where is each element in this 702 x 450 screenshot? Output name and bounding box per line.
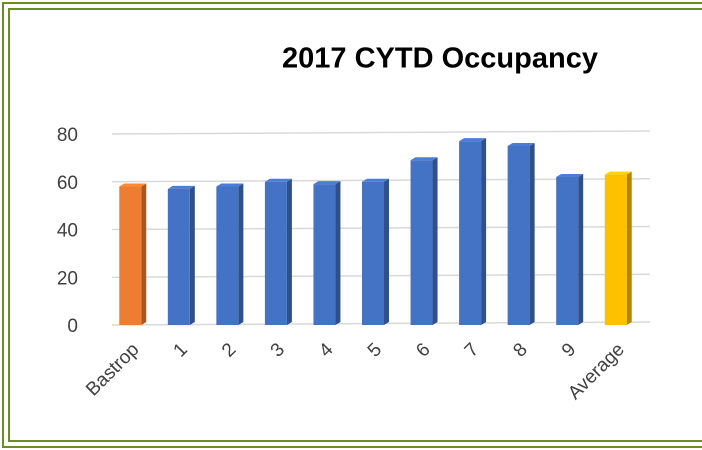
bar-side [626,171,632,325]
y-tick-label: 0 [67,316,78,337]
bar-side [578,173,584,325]
bar [459,141,482,325]
bar-side [238,183,244,325]
bar-top [556,173,584,177]
bar-top [459,138,487,142]
bar-top [216,183,244,187]
bar-top [604,171,632,175]
bar-top [507,142,535,146]
y-tick-label: 40 [57,221,78,242]
bar-side [141,183,147,325]
bar [362,181,384,325]
bar [264,181,287,325]
bar-side [529,142,535,325]
y-tick-label: 60 [57,173,78,194]
bar-top [167,185,195,189]
bar [410,160,433,325]
chart-title: 2017 CYTD Occupancy [282,43,598,75]
bar-top [362,178,389,182]
bar [167,188,190,325]
frame-inner [8,8,702,442]
bar-side [481,138,487,325]
bar-top [410,157,438,161]
bar-top [313,181,341,185]
grid-line [111,130,651,135]
bar-side [335,181,341,325]
bar [507,145,530,325]
bar-side [384,178,389,325]
bar [604,174,627,325]
bar-side [432,157,438,325]
bar [556,176,579,325]
bar [119,186,142,325]
bar-side [189,185,195,325]
bar [313,184,336,325]
bar-top [264,178,292,182]
y-tick-label: 20 [57,268,78,289]
bar-top [119,183,147,187]
y-tick-label: 80 [57,125,78,146]
bar-side [286,178,292,325]
bar [216,186,239,325]
